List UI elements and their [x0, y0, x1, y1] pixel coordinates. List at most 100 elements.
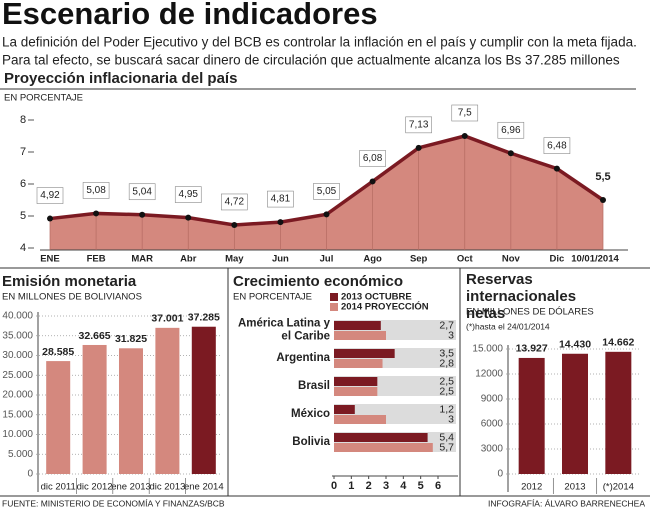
- chart-subtitle: EN PORCENTAJE: [233, 292, 312, 303]
- x-tick-label: FEB: [87, 254, 106, 265]
- x-tick-label: Jun: [272, 254, 289, 265]
- y-tick-label: 0: [27, 469, 33, 480]
- point: [93, 210, 100, 217]
- y-tick-label: 40.000: [2, 311, 33, 322]
- x-tick-label: ene 2013: [111, 482, 151, 493]
- value-label: 5,04: [132, 186, 152, 197]
- value-label: 4,81: [271, 194, 291, 205]
- bar: [334, 433, 428, 442]
- bar: [334, 405, 355, 414]
- y-tick-label: 6000: [481, 419, 504, 430]
- x-tick-label: dic 2012: [77, 482, 113, 493]
- bar: [334, 359, 383, 368]
- value-label: 2,8: [439, 357, 454, 369]
- y-tick-label: 8: [20, 114, 26, 126]
- bar: [605, 351, 632, 474]
- x-tick-label: Sep: [410, 254, 428, 265]
- x-tick-label: MAR: [131, 254, 153, 265]
- point: [369, 178, 376, 185]
- bar: [118, 348, 144, 474]
- bar: [334, 321, 381, 330]
- category-label: Brasil: [298, 380, 330, 392]
- x-tick-label: Oct: [457, 254, 474, 265]
- y-tick-label: 5.000: [8, 449, 33, 460]
- chart-subtitle: EN MILLONES DE BOLIVIANOS: [2, 292, 142, 303]
- value-label: 14.430: [559, 339, 591, 351]
- chart-title: Reservas internacionales netas: [466, 271, 576, 322]
- x-tick-label: 4: [400, 480, 407, 492]
- y-tick-label: 15.000: [472, 344, 503, 355]
- point: [277, 219, 284, 226]
- value-label: 6,48: [547, 140, 567, 151]
- x-tick-label: 2012: [521, 482, 542, 493]
- value-label: 2,5: [439, 375, 454, 387]
- label-box: [221, 193, 248, 211]
- y-tick-label: 15.000: [2, 409, 33, 420]
- y-tick-label: 35.000: [2, 330, 33, 341]
- value-label: 4,92: [40, 190, 60, 201]
- y-tick-label: 20.000: [2, 390, 33, 401]
- x-tick-label: 10/01/2014: [571, 254, 619, 265]
- label-box: [174, 186, 202, 203]
- value-label: 28.585: [42, 346, 74, 358]
- label-box: [497, 121, 525, 139]
- legend-swatch: [330, 303, 338, 311]
- label-box: [82, 182, 110, 199]
- y-tick-label: 10.000: [2, 429, 33, 440]
- bar: [334, 443, 433, 452]
- value-label: 6,96: [501, 125, 521, 136]
- x-tick-label: ene 2014: [184, 482, 224, 493]
- bar: [334, 387, 378, 396]
- x-tick-label: 5: [418, 480, 424, 492]
- bar: [82, 344, 107, 474]
- point: [231, 221, 238, 228]
- label-box: [128, 183, 156, 201]
- y-tick-label: 12000: [475, 369, 503, 380]
- x-tick-label: 6: [435, 480, 441, 492]
- bar: [562, 353, 588, 474]
- bar: [518, 357, 545, 474]
- y-tick-label: 25.000: [2, 370, 33, 381]
- x-tick-label: 1: [348, 480, 354, 492]
- point: [185, 214, 192, 221]
- bar: [334, 377, 378, 386]
- value-label: 5,5: [595, 171, 610, 183]
- y-tick-label: 30.000: [2, 350, 33, 361]
- x-tick-label: (*)2014: [603, 482, 634, 493]
- point: [415, 144, 422, 151]
- value-label: 2,7: [439, 319, 454, 331]
- category-label: Argentina: [276, 352, 330, 364]
- label-box: [451, 104, 479, 122]
- label-box: [543, 137, 571, 154]
- chart-subtitle: EN PORCENTAJE: [4, 93, 83, 104]
- x-tick-label: Abr: [180, 254, 197, 265]
- bar: [334, 415, 386, 424]
- bar: [334, 331, 386, 340]
- value-label: 3,5: [439, 347, 454, 359]
- x-tick-label: dic 2011: [41, 482, 76, 493]
- value-label: 5,7: [439, 441, 454, 453]
- value-label: 1,2: [439, 403, 454, 415]
- chart-title: Emisión monetaria: [2, 273, 137, 290]
- y-tick-label: 6: [20, 178, 26, 190]
- intro-line: Para tal efecto, se buscará sacar dinero…: [2, 53, 620, 68]
- value-label: 4,95: [179, 189, 199, 200]
- x-tick-label: 0: [331, 480, 337, 492]
- value-label: 5,4: [439, 431, 454, 443]
- value-label: 7,13: [409, 119, 429, 130]
- label-box: [36, 187, 64, 204]
- chart-subtitle: EN MILLONES DE DÓLARES: [466, 307, 594, 318]
- x-tick-label: 2: [366, 480, 372, 492]
- credit: INFOGRAFÍA: ÁLVARO BARRENECHEA: [488, 498, 645, 508]
- value-label: 6,08: [363, 153, 383, 164]
- x-tick-label: Jul: [320, 254, 334, 265]
- value-label: 2,5: [439, 385, 454, 397]
- value-label: 14.662: [602, 337, 634, 349]
- legend-swatch: [330, 293, 338, 301]
- value-label: 37.001: [151, 313, 183, 325]
- chart-title: Proyección inflacionaria del país: [4, 70, 237, 87]
- value-label: 13.927: [516, 343, 548, 355]
- point: [461, 133, 468, 139]
- bar: [191, 326, 216, 474]
- label-box: [313, 183, 340, 200]
